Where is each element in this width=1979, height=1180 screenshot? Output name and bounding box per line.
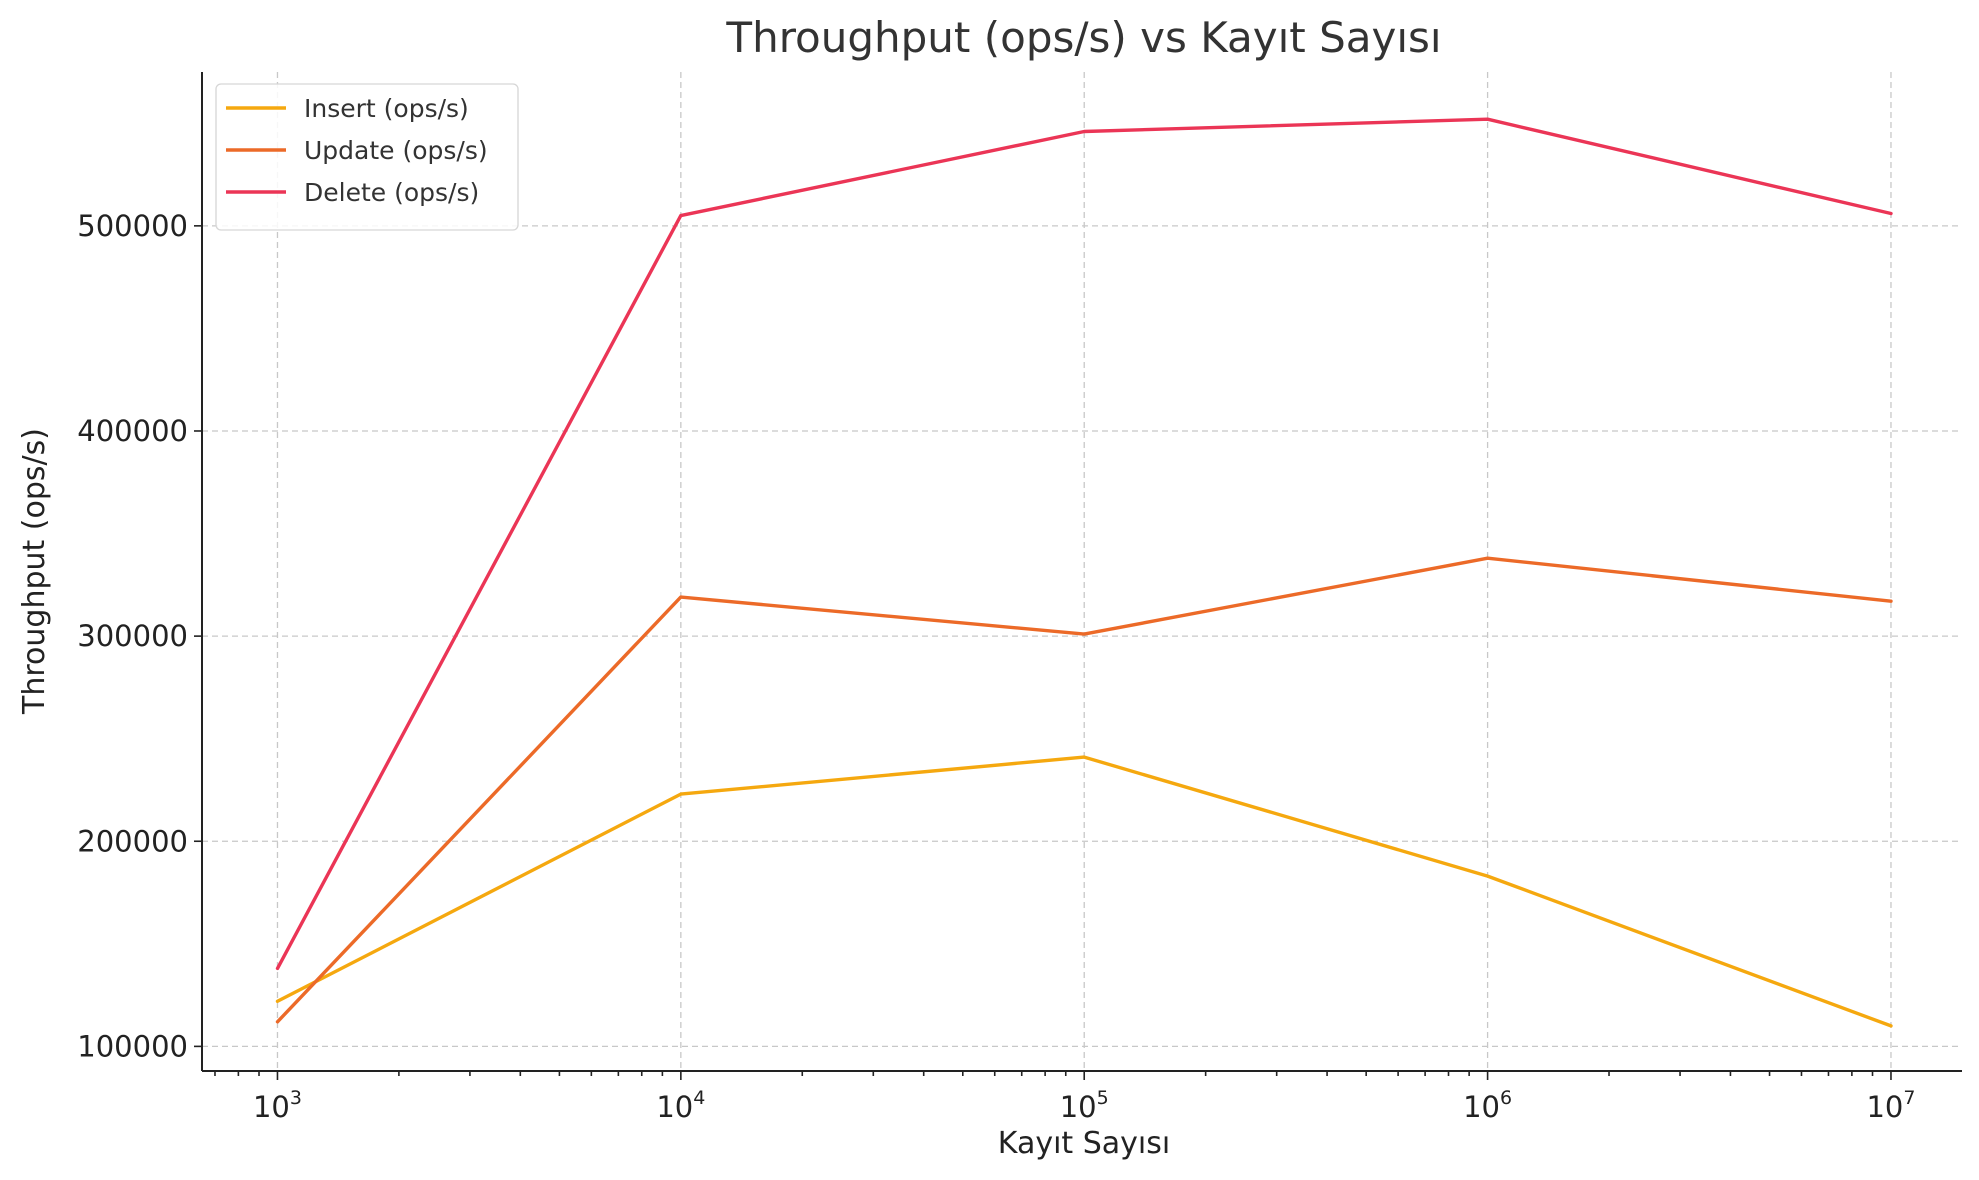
y-tick-label: 400000	[77, 414, 188, 448]
series-layer	[275, 117, 1893, 1028]
legend: Insert (ops/s) Update (ops/s) Delete (ops/…	[215, 83, 519, 231]
y-tick-label: 500000	[77, 209, 188, 243]
x-tick-label: 103	[253, 1087, 302, 1124]
series-line-2	[275, 556, 1893, 1024]
y-tick-label: 200000	[77, 824, 188, 858]
chart-title: Throughput (ops/s) vs Kayıt Sayısı	[725, 13, 1441, 62]
x-tick-label: 106	[1463, 1087, 1512, 1124]
legend-label-3: Delete (ops/s)	[304, 178, 479, 207]
y-tick-label: 300000	[77, 619, 188, 653]
series-line-1	[275, 755, 1893, 1028]
x-axis-label: Kayıt Sayısı	[998, 1126, 1170, 1161]
axis-layer	[201, 72, 1962, 1072]
x-tick-label: 107	[1866, 1087, 1915, 1124]
legend-box	[215, 83, 519, 231]
y-tick-label: 100000	[77, 1029, 188, 1063]
y-axis-label: Throughput (ops/s)	[17, 428, 52, 715]
legend-label-2: Update (ops/s)	[304, 136, 488, 165]
x-tick-label: 105	[1060, 1087, 1109, 1124]
tick-layer: 100000 200000 300000 400000 500000 103 104 105 1…	[77, 209, 1915, 1124]
x-tick-label: 104	[656, 1087, 705, 1124]
legend-label-1: Insert (ops/s)	[304, 94, 469, 123]
series-line-3	[275, 117, 1893, 971]
